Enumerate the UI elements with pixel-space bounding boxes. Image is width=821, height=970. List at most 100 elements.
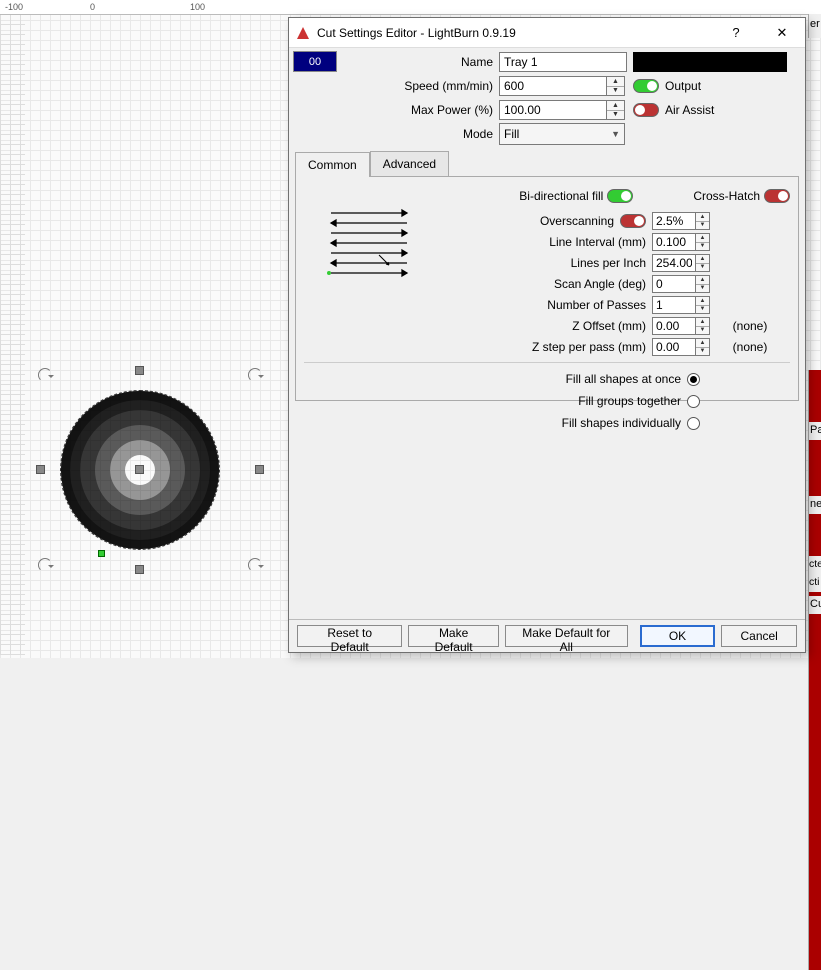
bidir-label: Bi-directional fill [519,189,603,203]
separator [304,362,790,363]
resize-handle[interactable] [36,465,45,474]
resize-handle[interactable] [135,565,144,574]
chevron-up-icon[interactable]: ▲ [696,318,709,327]
rotate-handle-icon[interactable] [38,368,52,382]
rotate-handle-icon[interactable] [248,558,262,572]
layer-color-swatch[interactable]: 00 [293,51,337,72]
zoff-input[interactable] [652,317,696,335]
zstep-input[interactable] [652,338,696,356]
airassist-label: Air Assist [665,103,714,117]
chevron-down-icon[interactable]: ▼ [696,243,709,251]
chevron-down-icon[interactable]: ▼ [607,111,624,120]
chevron-down-icon[interactable]: ▼ [696,327,709,335]
scan-pattern-icon [320,205,420,285]
passes-label: Number of Passes [304,298,652,312]
chevron-down-icon[interactable]: ▼ [696,306,709,314]
speed-spinner[interactable]: ▲▼ [607,76,625,96]
lineint-spinner[interactable]: ▲▼ [696,233,710,251]
name-input[interactable] [499,52,627,72]
output-toggle[interactable] [633,79,659,93]
rotate-handle-icon[interactable] [38,558,52,572]
design-preview-icon[interactable] [60,390,220,550]
airassist-toggle[interactable] [633,103,659,117]
lineint-input[interactable] [652,233,696,251]
chevron-down-icon[interactable]: ▼ [696,222,709,230]
output-label: Output [665,79,701,93]
chevron-up-icon[interactable]: ▲ [696,255,709,264]
ruler-tick: -100 [5,2,23,12]
zstep-none: (none) [710,340,790,354]
panel-peek: cte [808,556,821,574]
chevron-up-icon[interactable]: ▲ [696,276,709,285]
help-button[interactable]: ? [713,18,759,48]
panel-peek: ne [808,496,821,514]
fill-all-radio[interactable] [687,373,700,386]
zoff-label: Z Offset (mm) [304,319,652,333]
button-bar: Reset to Default Make Default Make Defau… [289,619,805,652]
name-label: Name [341,55,499,69]
panel-peek: Cu [808,596,821,614]
mode-value: Fill [504,127,519,141]
fill-groups-radio[interactable] [687,395,700,408]
chevron-down-icon[interactable]: ▼ [696,264,709,272]
dialog-title: Cut Settings Editor - LightBurn 0.9.19 [317,26,713,40]
origin-marker-icon [98,550,105,557]
ok-button[interactable]: OK [640,625,716,647]
tab-bar: Common Advanced [295,151,799,177]
mode-label: Mode [341,127,499,141]
chevron-up-icon[interactable]: ▲ [696,339,709,348]
lpi-spinner[interactable]: ▲▼ [696,254,710,272]
chevron-down-icon[interactable]: ▼ [696,285,709,293]
power-label: Max Power (%) [341,103,499,117]
preview-box [633,52,787,72]
power-spinner[interactable]: ▲▼ [607,100,625,120]
zoff-spinner[interactable]: ▲▼ [696,317,710,335]
zoff-none: (none) [710,319,790,333]
close-button[interactable]: ✕ [759,18,805,48]
crosshatch-toggle[interactable] [764,189,790,203]
passes-spinner[interactable]: ▲▼ [696,296,710,314]
speed-label: Speed (mm/min) [341,79,499,93]
chevron-up-icon[interactable]: ▲ [607,101,624,111]
fill-indiv-radio[interactable] [687,417,700,430]
zstep-spinner[interactable]: ▲▼ [696,338,710,356]
tab-panel-common: Bi-directional fill Cross-Hatch Overscan… [295,177,799,401]
bidir-toggle[interactable] [607,189,633,203]
chevron-up-icon[interactable]: ▲ [696,234,709,243]
fill-groups-label: Fill groups together [578,394,681,408]
make-default-all-button[interactable]: Make Default for All [505,625,628,647]
passes-input[interactable] [652,296,696,314]
overscan-input[interactable] [652,212,696,230]
panel-peek: er [808,14,821,38]
resize-handle[interactable] [255,465,264,474]
lpi-input[interactable] [652,254,696,272]
cancel-button[interactable]: Cancel [721,625,797,647]
scanang-spinner[interactable]: ▲▼ [696,275,710,293]
crosshatch-label: Cross-Hatch [693,189,760,203]
panel-peek-red [808,370,821,970]
ruler-horizontal: -100 0 100 [0,0,821,15]
titlebar[interactable]: Cut Settings Editor - LightBurn 0.9.19 ?… [289,18,805,48]
power-input[interactable] [499,100,607,120]
make-default-button[interactable]: Make Default [408,625,499,647]
overscan-toggle[interactable] [620,214,646,228]
chevron-down-icon[interactable]: ▼ [696,348,709,356]
reset-default-button[interactable]: Reset to Default [297,625,402,647]
chevron-down-icon[interactable]: ▼ [607,87,624,96]
chevron-up-icon[interactable]: ▲ [696,213,709,222]
ruler-tick: 100 [190,2,205,12]
panel-peek: Pa [808,422,821,440]
tab-common[interactable]: Common [295,152,370,177]
fill-indiv-label: Fill shapes individually [562,416,681,430]
rotate-handle-icon[interactable] [248,368,262,382]
resize-handle[interactable] [135,366,144,375]
selection-bounds[interactable] [40,370,260,570]
scanang-input[interactable] [652,275,696,293]
mode-select[interactable]: Fill ▼ [499,123,625,145]
chevron-up-icon[interactable]: ▲ [696,297,709,306]
chevron-up-icon[interactable]: ▲ [607,77,624,87]
speed-input[interactable] [499,76,607,96]
tab-advanced[interactable]: Advanced [370,151,449,176]
chevron-down-icon: ▼ [611,129,620,139]
overscan-spinner[interactable]: ▲▼ [696,212,710,230]
